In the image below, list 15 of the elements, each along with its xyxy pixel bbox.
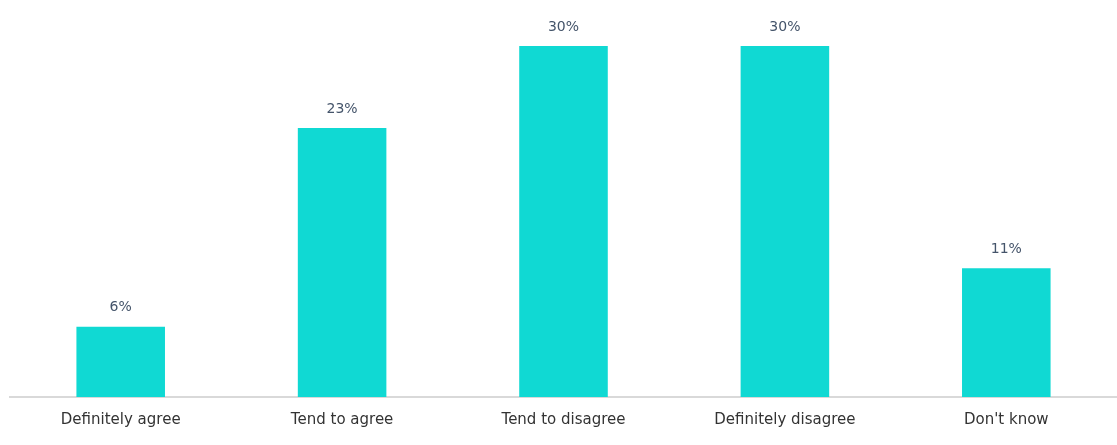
bar [519, 46, 608, 397]
data-label: 30% [769, 17, 801, 34]
bar [297, 127, 387, 397]
x-tick-label: Don't know [963, 409, 1049, 428]
x-tick-label: Definitely agree [60, 409, 181, 428]
data-label: 30% [547, 17, 580, 34]
data-label: 11% [990, 239, 1022, 256]
bar [740, 46, 830, 397]
x-tick-label: Tend to agree [289, 409, 394, 428]
data-label: 6% [109, 298, 132, 315]
bar [962, 268, 1051, 397]
bar [76, 326, 165, 397]
x-tick-label: Tend to disagree [500, 409, 626, 428]
data-label: 23% [326, 99, 358, 116]
x-tick-label: Definitely disagree [714, 409, 856, 428]
